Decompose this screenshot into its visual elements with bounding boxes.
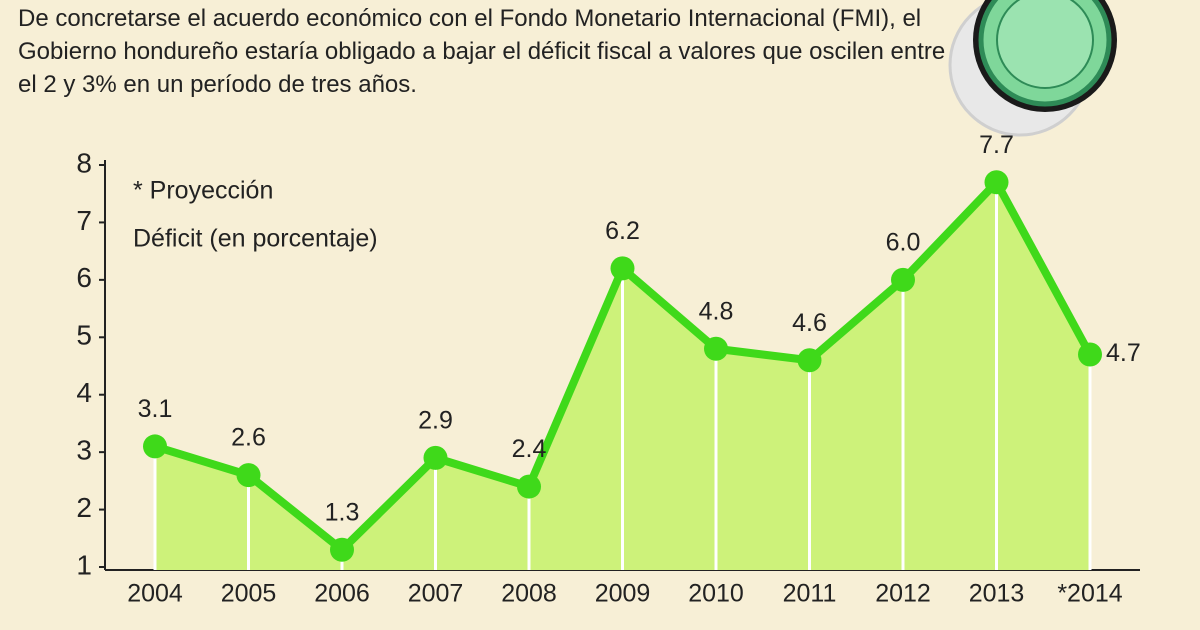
value-label: 4.6: [792, 309, 827, 337]
marker: [423, 445, 448, 470]
value-label: 6.0: [886, 228, 921, 256]
marker: [704, 336, 728, 361]
marker: [1078, 342, 1102, 367]
x-tick-label: 2012: [875, 580, 931, 608]
x-tick-label: 2013: [969, 580, 1025, 608]
y-tick-label: 7: [76, 205, 92, 236]
value-label: 1.3: [325, 498, 360, 526]
x-tick-label: 2006: [314, 580, 370, 608]
y-tick-label: 5: [76, 320, 92, 351]
x-tick-label: 2008: [501, 580, 557, 608]
y-tick-label: 6: [76, 262, 92, 293]
annotation: * Proyección: [133, 177, 273, 205]
x-tick-label: *2014: [1057, 580, 1122, 608]
x-tick-label: 2005: [221, 580, 277, 608]
marker: [517, 474, 541, 499]
y-tick-label: 2: [76, 492, 92, 523]
x-tick-label: 2004: [127, 580, 183, 608]
x-tick-label: 2009: [595, 580, 651, 608]
value-label: 4.8: [699, 297, 734, 325]
marker: [797, 348, 822, 373]
marker: [236, 463, 261, 488]
value-label: 6.2: [605, 217, 640, 245]
y-tick-label: 4: [76, 377, 92, 408]
marker: [610, 256, 635, 281]
value-label: 2.9: [418, 406, 453, 434]
y-tick-label: 1: [76, 549, 92, 580]
marker: [330, 537, 354, 562]
marker: [984, 170, 1009, 195]
value-label: 7.7: [979, 131, 1014, 159]
title: De concretarse el acuerdo económico con …: [18, 5, 946, 98]
y-tick-label: 3: [76, 435, 92, 466]
coin-icon: [948, 0, 1117, 137]
value-label: 3.1: [138, 395, 173, 423]
y-tick-label: 8: [76, 147, 92, 178]
marker: [891, 267, 915, 292]
x-tick-label: 2010: [688, 580, 744, 608]
marker: [143, 434, 167, 459]
value-label: 2.4: [512, 435, 547, 463]
x-tick-label: 2007: [408, 580, 464, 608]
value-label: 2.6: [231, 424, 266, 452]
annotation: Déficit (en porcentaje): [133, 225, 378, 253]
value-label: 4.7: [1106, 339, 1141, 367]
x-tick-label: 2011: [783, 580, 837, 608]
